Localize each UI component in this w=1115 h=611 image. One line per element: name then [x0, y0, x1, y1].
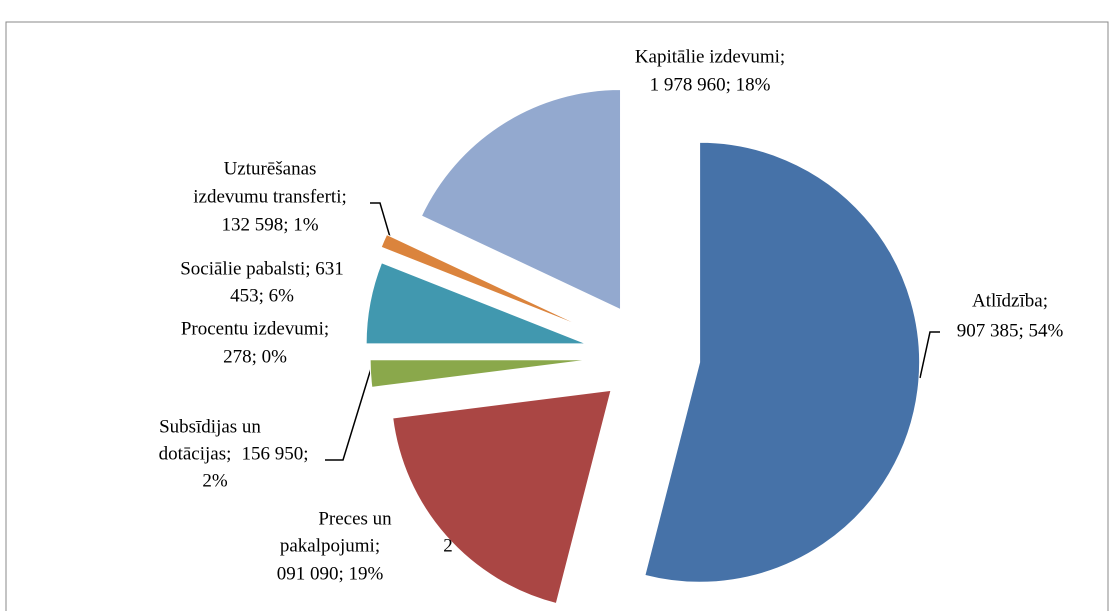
leader-line	[370, 202, 391, 238]
data-label: Procentu izdevumi;	[181, 318, 329, 339]
data-label: 907 385; 54%	[957, 320, 1064, 341]
data-label: dotācijas;	[159, 443, 232, 464]
data-label: 132 598; 1%	[221, 214, 318, 235]
data-label: 2	[443, 535, 453, 556]
data-label: 453; 6%	[230, 285, 294, 306]
data-label: Uzturēšanas	[224, 158, 317, 179]
leader-line	[919, 331, 940, 379]
data-label: Kapitālie izdevumi;	[635, 46, 785, 67]
data-label: izdevumu transferti;	[193, 186, 347, 207]
data-label: 156 950;	[241, 443, 308, 464]
leader-line	[325, 361, 374, 461]
pie-slice	[644, 141, 921, 583]
data-label: 278; 0%	[223, 346, 287, 367]
pie-slice	[392, 389, 612, 605]
data-label: Subsīdijas un	[159, 416, 261, 437]
pie-slice	[369, 359, 591, 388]
data-label: 1 978 960; 18%	[650, 74, 771, 95]
data-label: Preces un	[318, 508, 392, 529]
data-label: Atlīdzība;	[972, 290, 1048, 311]
data-label: 091 090; 19%	[277, 563, 384, 584]
pie-slice	[380, 233, 586, 329]
pie-slice	[365, 262, 587, 345]
data-label: Sociālie pabalsti; 631	[180, 258, 344, 279]
data-label: 2%	[202, 470, 228, 491]
data-label: pakalpojumi;	[280, 535, 380, 556]
pie-slice	[420, 89, 622, 311]
